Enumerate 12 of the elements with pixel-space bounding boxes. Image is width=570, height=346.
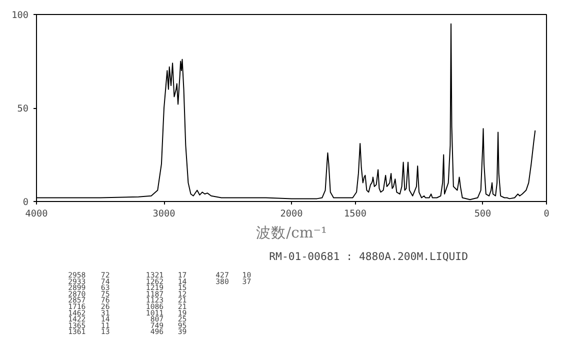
x-tick-label: 2000 xyxy=(280,208,304,220)
line-series xyxy=(36,23,536,200)
y-tick-label: 50 xyxy=(17,104,29,114)
text: RM-01-00681 : 4880A.200M.LIQUID xyxy=(269,250,468,263)
y-tick-label: 100 xyxy=(12,10,29,21)
x-tick-label: 0 xyxy=(544,208,550,220)
x-tick-label: 500 xyxy=(474,208,492,220)
y-tick-label: 0 xyxy=(22,197,29,208)
x-axis-title: 波数/cm⁻¹ xyxy=(256,224,327,242)
x-tick-label: 3000 xyxy=(152,208,176,220)
x-tick-label: 4000 xyxy=(25,208,48,220)
x-tick-label: 1500 xyxy=(344,208,367,220)
